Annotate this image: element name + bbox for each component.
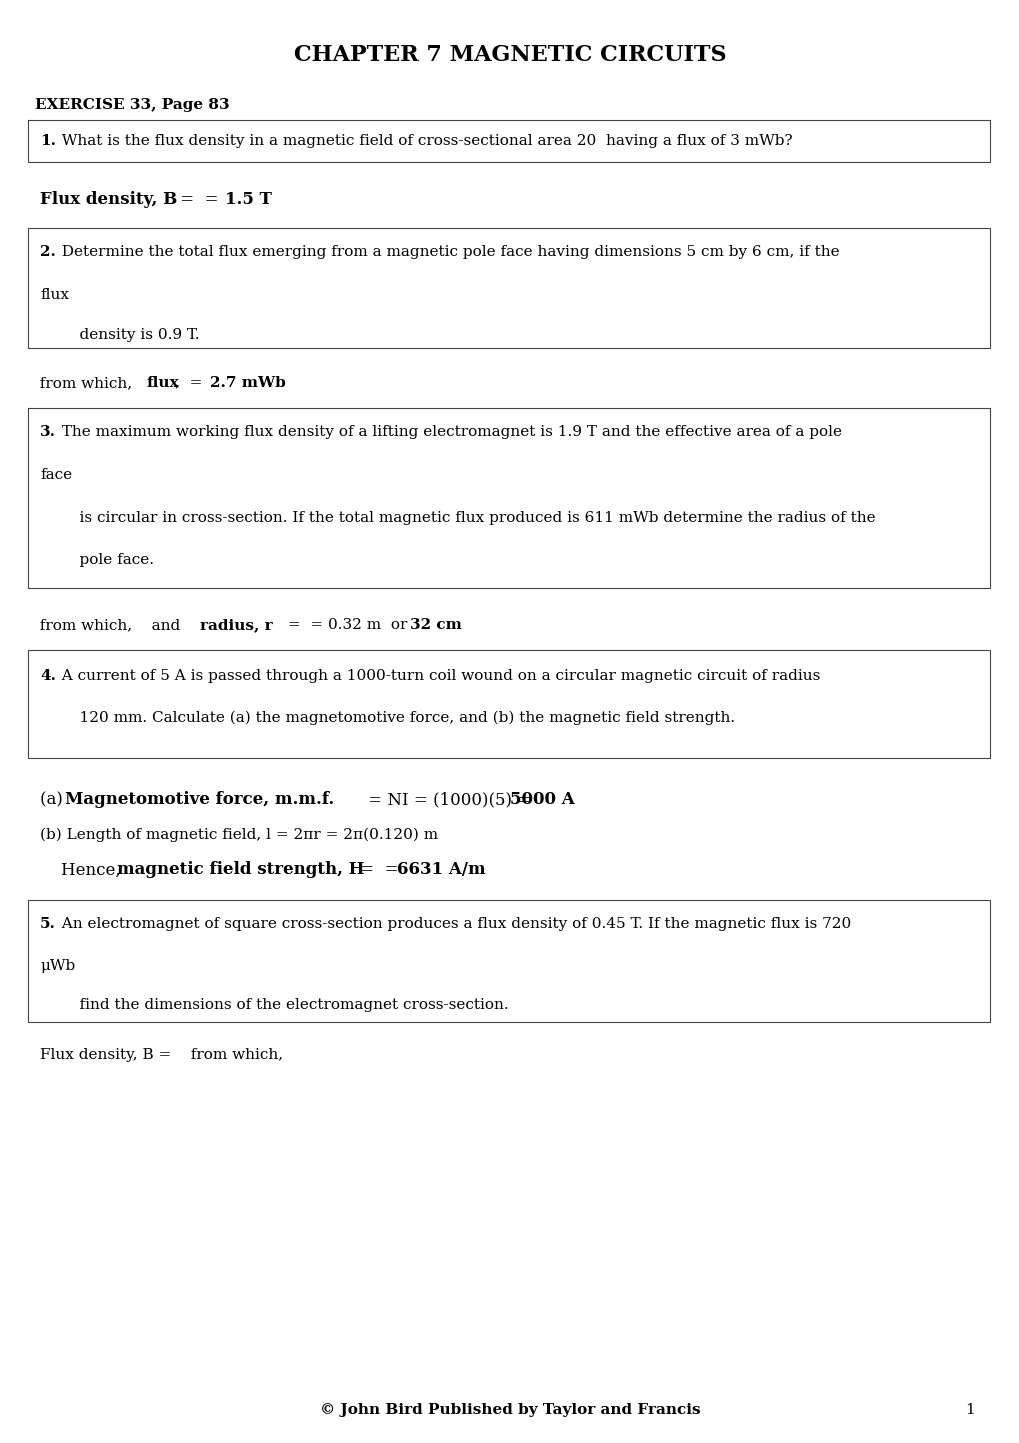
Text: Determine the total flux emerging from a magnetic pole face having dimensions 5 : Determine the total flux emerging from a… bbox=[52, 245, 839, 258]
Text: (a): (a) bbox=[40, 792, 68, 808]
Text: 2.: 2. bbox=[40, 245, 56, 258]
Bar bbox=[28, 120, 989, 162]
Text: is circular in cross-section. If the total magnetic flux produced is 611 mWb det: is circular in cross-section. If the tot… bbox=[60, 511, 874, 525]
Text: pole face.: pole face. bbox=[60, 553, 154, 567]
Text: 120 mm. Calculate (a) the magnetomotive force, and (b) the magnetic field streng: 120 mm. Calculate (a) the magnetomotive … bbox=[60, 711, 735, 726]
Text: 6631 A/m: 6631 A/m bbox=[396, 861, 485, 879]
Text: EXERCISE 33, Page 83: EXERCISE 33, Page 83 bbox=[35, 98, 229, 113]
Text: 32 cm: 32 cm bbox=[410, 618, 462, 632]
Text: 3.: 3. bbox=[40, 426, 56, 439]
Text: A current of 5 A is passed through a 1000-turn coil wound on a circular magnetic: A current of 5 A is passed through a 100… bbox=[52, 670, 819, 683]
Text: 1.5 T: 1.5 T bbox=[225, 192, 272, 208]
Text: © John Bird Published by Taylor and Francis: © John Bird Published by Taylor and Fran… bbox=[319, 1403, 700, 1417]
Text: Hence,: Hence, bbox=[40, 861, 126, 879]
Text: from which,    and: from which, and bbox=[30, 618, 190, 632]
Text: (b) Length of magnetic field, l = 2πr = 2π(0.120) m: (b) Length of magnetic field, l = 2πr = … bbox=[40, 828, 438, 843]
Text: find the dimensions of the electromagnet cross-section.: find the dimensions of the electromagnet… bbox=[60, 999, 508, 1012]
Text: density is 0.9 T.: density is 0.9 T. bbox=[60, 328, 200, 342]
Text: radius, r: radius, r bbox=[200, 618, 272, 632]
Text: face: face bbox=[40, 468, 72, 482]
Text: 2.7 mWb: 2.7 mWb bbox=[210, 377, 285, 390]
Text: magnetic field strength, H: magnetic field strength, H bbox=[117, 861, 364, 879]
Text: 4.: 4. bbox=[40, 670, 56, 683]
Text: μWb: μWb bbox=[40, 960, 75, 973]
Text: CHAPTER 7 MAGNETIC CIRCUITS: CHAPTER 7 MAGNETIC CIRCUITS bbox=[293, 43, 726, 66]
Text: flux: flux bbox=[147, 377, 179, 390]
Text: = NI = (1000)(5) =: = NI = (1000)(5) = bbox=[363, 792, 536, 808]
Bar bbox=[28, 408, 989, 587]
Bar bbox=[28, 900, 989, 1022]
Text: An electromagnet of square cross-section produces a flux density of 0.45 T. If t: An electromagnet of square cross-section… bbox=[52, 916, 851, 931]
Text: =  = 0.32 m  or: = = 0.32 m or bbox=[282, 618, 417, 632]
Bar bbox=[28, 649, 989, 758]
Text: 5.: 5. bbox=[40, 916, 56, 931]
Text: What is the flux density in a magnetic field of cross-sectional area 20  having : What is the flux density in a magnetic f… bbox=[52, 134, 792, 149]
Text: Flux density, B: Flux density, B bbox=[40, 192, 177, 208]
Bar bbox=[28, 228, 989, 348]
Text: Flux density, B =    from which,: Flux density, B = from which, bbox=[40, 1048, 283, 1062]
Text: Magnetomotive force, m.m.f.: Magnetomotive force, m.m.f. bbox=[65, 792, 334, 808]
Text: flux: flux bbox=[40, 289, 69, 302]
Text: 5000 A: 5000 A bbox=[510, 792, 574, 808]
Text: from which,: from which, bbox=[30, 377, 137, 390]
Text: =  =: = = bbox=[355, 861, 404, 879]
Text: 1.: 1. bbox=[40, 134, 56, 149]
Text: =  =: = = bbox=[175, 192, 223, 208]
Text: 1: 1 bbox=[964, 1403, 974, 1417]
Text: The maximum working flux density of a lifting electromagnet is 1.9 T and the eff: The maximum working flux density of a li… bbox=[52, 426, 841, 439]
Text: ,  =: , = bbox=[175, 377, 207, 390]
